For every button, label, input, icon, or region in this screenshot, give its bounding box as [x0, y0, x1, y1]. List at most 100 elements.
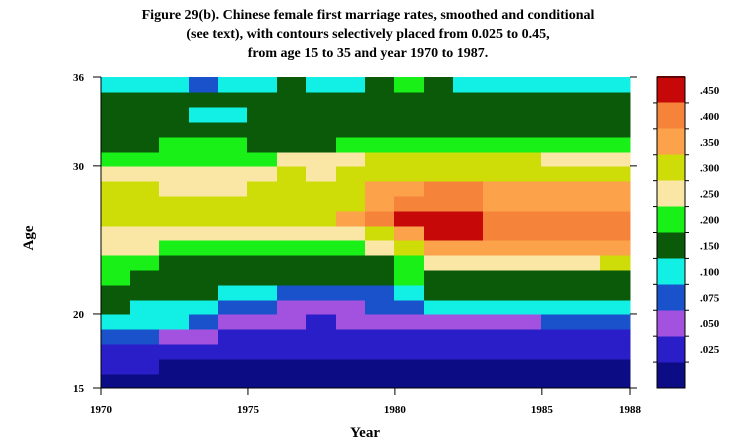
heatmap-cell: [306, 343, 338, 360]
heatmap-cell: [394, 239, 426, 256]
heatmap-cell: [541, 254, 573, 271]
heatmap-cell: [600, 343, 631, 360]
heatmap-cell: [101, 77, 132, 93]
heatmap-cell: [101, 358, 132, 375]
heatmap-cell: [247, 165, 279, 182]
heatmap-cell: [130, 136, 161, 153]
heatmap-cell: [571, 313, 602, 330]
y-tick-label: 20: [73, 309, 85, 321]
heatmap-cell: [453, 180, 485, 197]
heatmap-cell: [541, 106, 573, 123]
heatmap-cell: [453, 106, 485, 123]
heatmap-cell: [541, 77, 573, 93]
heatmap-cell: [600, 195, 631, 212]
heatmap-cell: [218, 77, 249, 93]
heatmap-cell: [218, 210, 249, 227]
heatmap-cell: [336, 195, 367, 212]
heatmap-cell: [365, 106, 396, 123]
heatmap-cell: [512, 343, 543, 360]
heatmap-cell: [336, 121, 367, 138]
heatmap-cell: [159, 210, 191, 227]
heatmap-cell: [306, 358, 338, 375]
heatmap-cell: [189, 180, 220, 197]
heatmap-cell: [247, 180, 279, 197]
heatmap-cell: [483, 373, 514, 389]
heatmap-cell: [424, 121, 455, 138]
heatmap-cell: [336, 91, 367, 108]
heatmap-cell: [483, 77, 514, 93]
heatmap-cell: [483, 195, 514, 212]
heatmap-cell: [159, 373, 191, 389]
heatmap-cell: [101, 195, 132, 212]
heatmap-cell: [512, 136, 543, 153]
heatmap-cell: [541, 136, 573, 153]
heatmap-cell: [189, 136, 220, 153]
heatmap-cell: [101, 284, 132, 301]
heatmap-cell: [159, 313, 191, 330]
heatmap-cell: [101, 180, 132, 197]
heatmap-cell: [394, 343, 426, 360]
heatmap-cell: [247, 328, 279, 345]
heatmap-cell: [189, 373, 220, 389]
heatmap-cell: [571, 239, 602, 256]
chart-title-line-2: (see text), with contours selectively pl…: [186, 27, 550, 42]
heatmap-cell: [189, 239, 220, 256]
heatmap-cell: [130, 151, 161, 167]
heatmap-cell: [600, 210, 631, 227]
heatmap-cell: [512, 195, 543, 212]
heatmap-cell: [365, 151, 396, 167]
heatmap-cell: [247, 343, 279, 360]
heatmap-cell: [306, 165, 338, 182]
heatmap-cell: [571, 136, 602, 153]
heatmap-cell: [453, 91, 485, 108]
heatmap-cell: [130, 106, 161, 123]
heatmap-cell: [600, 225, 631, 241]
heatmap-cell: [277, 254, 308, 271]
heatmap-cell: [571, 91, 602, 108]
heatmap-cell: [600, 313, 631, 330]
heatmap-cell: [600, 165, 631, 182]
heatmap-cell: [541, 180, 573, 197]
heatmap-cell: [394, 77, 426, 93]
heatmap-cell: [483, 358, 514, 375]
heatmap-cell: [130, 358, 161, 375]
colorbar-label: .300: [700, 163, 720, 175]
heatmap-cell: [159, 195, 191, 212]
heatmap-cell: [365, 373, 396, 389]
colorbar-label: .200: [700, 215, 720, 227]
heatmap-cell: [130, 180, 161, 197]
heatmap-cell: [218, 358, 249, 375]
heatmap-cell: [600, 328, 631, 345]
heatmap-cell: [218, 269, 249, 286]
chart-title-line-3: from age 15 to 35 and year 1970 to 1987.: [247, 46, 489, 61]
x-tick-label: 1980: [384, 404, 407, 416]
heatmap-cell: [218, 373, 249, 389]
heatmap-cell: [101, 239, 132, 256]
heatmap-cell: [453, 284, 485, 301]
heatmap-cell: [101, 269, 132, 286]
heatmap-cell: [365, 328, 396, 345]
heatmap-cell: [101, 299, 132, 315]
heatmap-cell: [512, 373, 543, 389]
heatmap-cell: [600, 284, 631, 301]
heatmap-cell: [424, 77, 455, 93]
heatmap-cell: [453, 239, 485, 256]
heatmap-cell: [483, 299, 514, 315]
heatmap-cell: [218, 254, 249, 271]
heatmap-cell: [306, 313, 338, 330]
heatmap-cell: [512, 180, 543, 197]
heatmap-cell: [130, 373, 161, 389]
heatmap-cell: [218, 343, 249, 360]
heatmap-cell: [159, 358, 191, 375]
heatmap-cell: [130, 299, 161, 315]
heatmap-cell: [306, 225, 338, 241]
heatmap-cell: [130, 225, 161, 241]
heatmap-cell: [483, 165, 514, 182]
colorbar-label: .075: [700, 292, 720, 304]
heatmap-cell: [512, 165, 543, 182]
heatmap-cell: [600, 106, 631, 123]
heatmap-cell: [247, 151, 279, 167]
heatmap-cell: [218, 121, 249, 138]
heatmap-cell: [600, 269, 631, 286]
